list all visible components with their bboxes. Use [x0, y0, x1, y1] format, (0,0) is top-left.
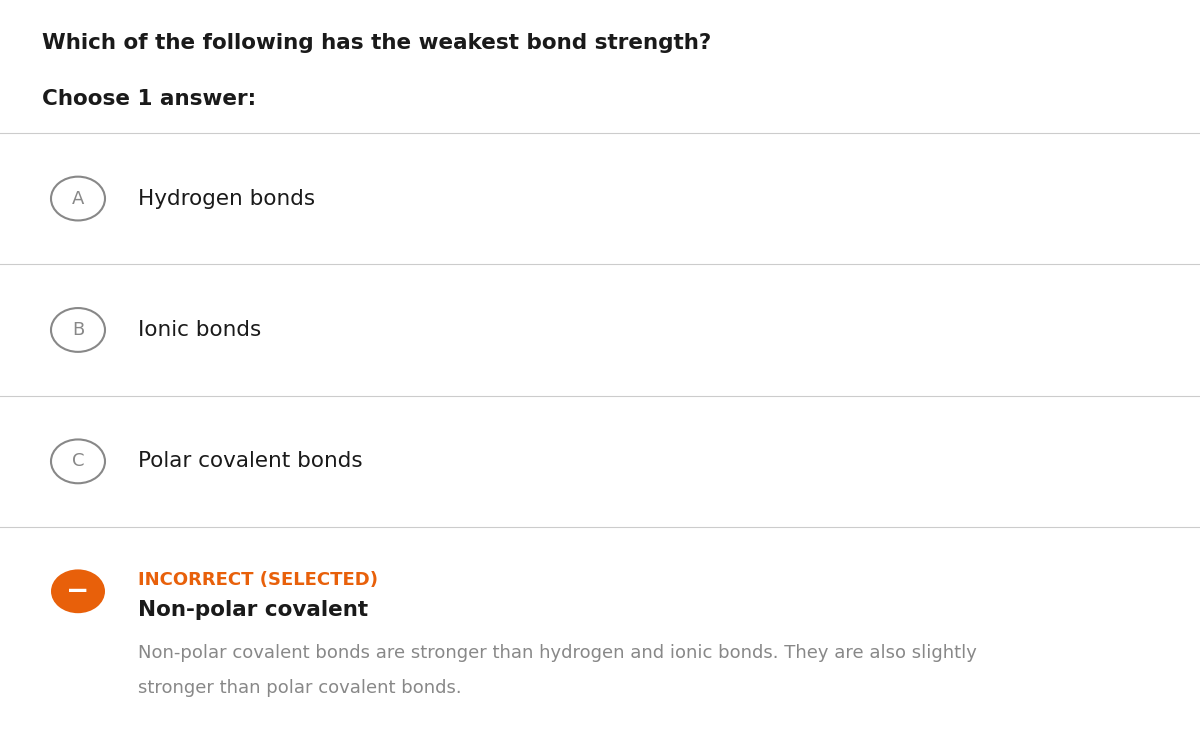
- Text: C: C: [72, 453, 84, 470]
- Text: Which of the following has the weakest bond strength?: Which of the following has the weakest b…: [42, 33, 712, 53]
- Text: A: A: [72, 190, 84, 207]
- Text: Choose 1 answer:: Choose 1 answer:: [42, 89, 256, 109]
- Text: Non-polar covalent: Non-polar covalent: [138, 600, 368, 620]
- Text: INCORRECT (SELECTED): INCORRECT (SELECTED): [138, 571, 378, 589]
- Text: Non-polar covalent bonds are stronger than hydrogen and ionic bonds. They are al: Non-polar covalent bonds are stronger th…: [138, 644, 977, 662]
- Text: B: B: [72, 321, 84, 339]
- Text: Hydrogen bonds: Hydrogen bonds: [138, 188, 316, 209]
- Text: Ionic bonds: Ionic bonds: [138, 320, 262, 340]
- Text: stronger than polar covalent bonds.: stronger than polar covalent bonds.: [138, 679, 462, 697]
- Ellipse shape: [50, 569, 106, 613]
- Text: Polar covalent bonds: Polar covalent bonds: [138, 451, 362, 472]
- Text: −: −: [66, 577, 90, 605]
